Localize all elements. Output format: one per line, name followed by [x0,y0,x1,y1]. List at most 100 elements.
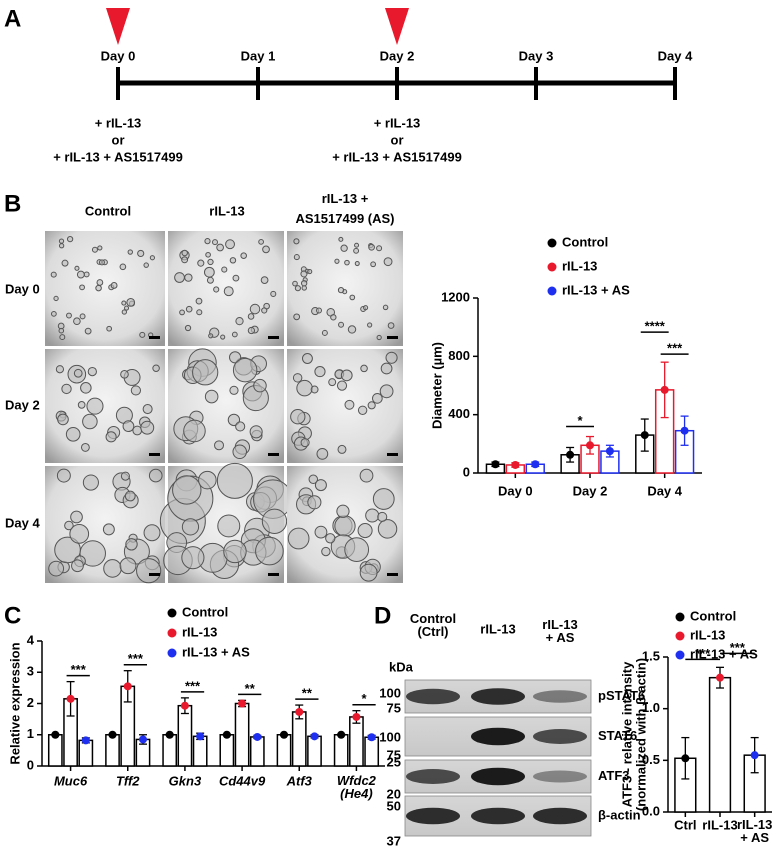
organoid [184,273,193,282]
organoid [172,475,202,505]
organoid [308,474,319,484]
marker-label: 75 [387,747,401,762]
organoid [140,420,155,435]
organoid [207,258,214,266]
organoid [270,290,277,297]
organoid [296,379,313,397]
organoid [139,331,146,338]
data-point [511,460,520,469]
x-tick-label: rIL-13 [702,817,737,832]
organoid [96,279,104,286]
organoid [330,314,337,321]
organoid [344,399,355,410]
data-point [81,736,90,745]
organoid [376,245,383,252]
data-point [310,732,319,741]
scale-bar [149,573,160,576]
organoid [82,413,98,430]
organoid [229,257,237,264]
significance-label: *** [667,341,683,356]
organoid [59,334,66,341]
organoid [124,490,136,502]
bar [192,735,208,767]
blot-band [406,769,460,784]
organoid [307,495,322,510]
x-tick-label: Ctrl [674,817,696,832]
column-header: rIL-13 [209,203,244,218]
organoid [300,270,308,278]
organoid [307,269,313,275]
organoid [340,369,353,382]
legend-label: rIL-13 + AS [562,282,630,297]
row-label: Day 2 [5,397,40,412]
organoid [174,272,185,283]
row-label: Day 0 [5,281,40,296]
y-tick-label: 3 [27,664,34,679]
organoid [50,271,57,278]
organoid [383,257,393,267]
organoid [76,270,85,279]
organoid [353,247,360,254]
organoid [106,325,113,332]
data-point [280,730,289,739]
day-label: Day 1 [241,48,276,63]
organoid [382,304,389,311]
organoid [300,438,310,448]
band-label: β-actin [598,807,641,822]
column-header: Control [85,203,131,218]
bar [333,734,349,767]
legend-marker [547,286,557,296]
organoid [377,519,398,539]
organoid [255,536,284,566]
data-point [660,385,669,394]
organoid [249,425,263,439]
data-point [531,460,540,469]
row-label: Day 4 [5,515,40,530]
organoid [293,313,301,321]
blot-band [471,688,525,705]
blot-band [533,729,587,744]
bar [219,734,235,767]
y-axis-label: Diameter (µm) [429,342,444,429]
bar [162,734,178,767]
data-point [295,707,304,716]
organoid [192,359,219,386]
organoid [314,366,326,378]
scale-bar [268,453,279,456]
organoid [325,533,336,544]
unit-label: kDa [389,659,414,674]
organoid [77,401,86,409]
organoid [334,258,340,264]
bar [291,711,307,767]
marker-label: 100 [379,685,401,700]
marker-label: 100 [379,729,401,744]
organoid [321,329,328,336]
organoid [216,243,224,252]
organoid [314,525,328,539]
organoid [121,309,128,315]
legend-label: Control [182,604,228,619]
y-tick-label: 0.0 [642,803,660,818]
data-point [196,732,205,741]
organoid [58,243,65,249]
organoid [225,239,235,250]
bar [249,736,265,767]
y-tick-label: 2 [27,695,34,710]
organoid [221,266,228,273]
legend-marker [547,238,557,248]
scale-bar [149,453,160,456]
organoid [229,385,239,395]
x-tick-label: Wfdc2 (He4) [337,773,377,801]
organoid [124,305,130,311]
data-point [586,441,594,450]
bar [276,734,292,767]
organoid [58,327,65,334]
x-tick-label: Day 4 [647,483,682,498]
band-label: STAT6 [598,728,637,743]
organoid [368,243,375,251]
data-point [491,460,500,469]
organoid [126,298,136,307]
organoid [216,462,253,499]
organoid [66,235,74,243]
organoid [57,413,69,426]
